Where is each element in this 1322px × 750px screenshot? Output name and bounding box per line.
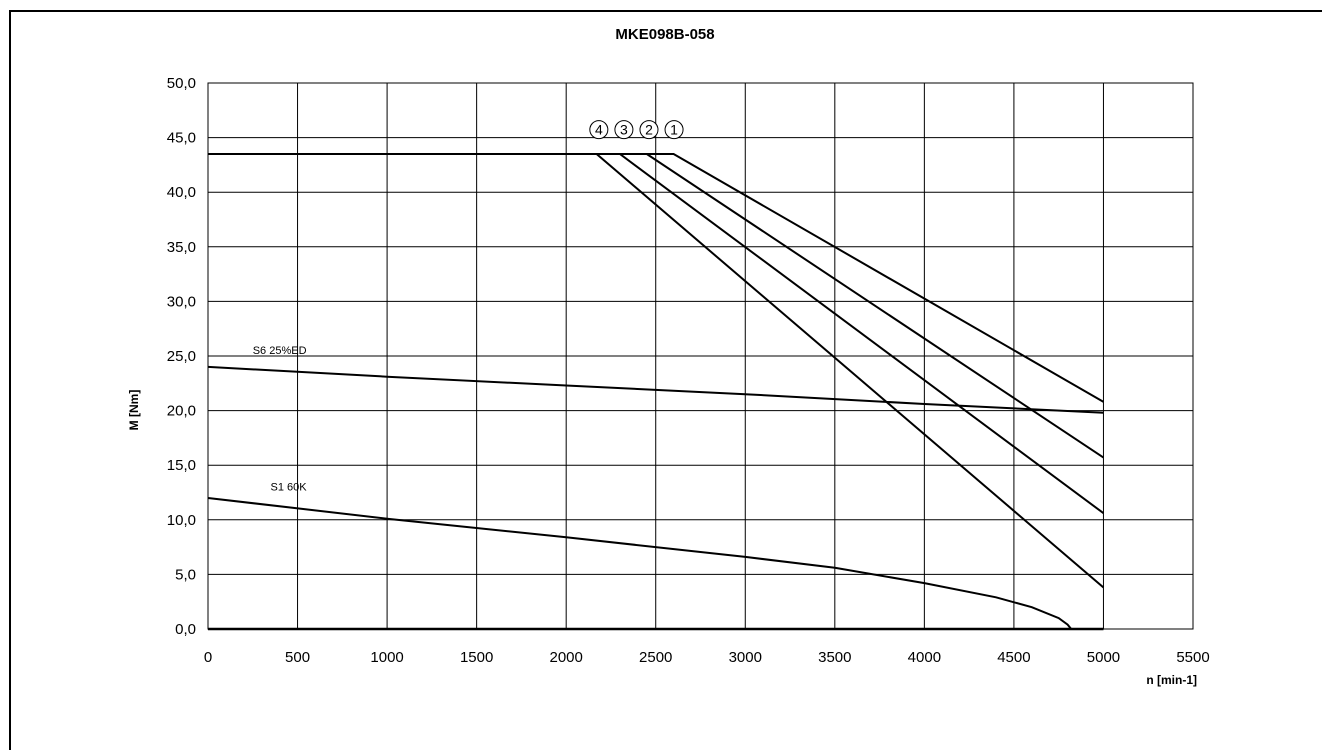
curve-marker-label: 4 — [595, 122, 603, 138]
series-line-4 — [208, 153, 1105, 589]
curve-marker-circle — [639, 120, 659, 140]
chart-frame — [9, 10, 1322, 750]
chart-title: MKE098B-058 — [615, 26, 714, 43]
y-tick-label: 25,0 — [167, 348, 196, 365]
series-annotation: S1 60K — [271, 482, 308, 494]
curve-marker-label: 3 — [620, 122, 628, 138]
y-tick-label: 35,0 — [167, 239, 196, 256]
series-line-6 — [207, 497, 1104, 630]
curve-markers: 4 3 2 1 — [589, 120, 684, 140]
series-lines — [207, 153, 1105, 631]
x-tick-label: 500 — [285, 649, 310, 666]
x-tick-label: 5000 — [1087, 649, 1120, 666]
x-tick-label: 3500 — [818, 649, 851, 666]
y-tick-label: 45,0 — [167, 130, 196, 147]
y-tick-label: 30,0 — [167, 293, 196, 310]
x-axis-label: n [min-1] — [1146, 673, 1197, 687]
y-tick-label: 10,0 — [167, 512, 196, 529]
curve-marker-label: 1 — [670, 122, 678, 138]
annotations: S6 25%ED S1 60K — [253, 345, 308, 494]
x-tick-label: 3000 — [729, 649, 762, 666]
torque-speed-chart: MKE098B-058 M [Nm] n [min-1] 0 500 1000 150… — [127, 26, 1210, 687]
y-tick-label: 20,0 — [167, 403, 196, 420]
y-axis-label: M [Nm] — [127, 390, 141, 431]
x-tick-label: 2000 — [549, 649, 582, 666]
x-tick-label: 2500 — [639, 649, 672, 666]
y-tick-label: 40,0 — [167, 184, 196, 201]
y-tick-label: 15,0 — [167, 457, 196, 474]
x-tick-label: 0 — [204, 649, 212, 666]
series-line-5 — [207, 365, 1104, 414]
curve-marker-label: 2 — [645, 122, 653, 138]
curve-marker-circle — [589, 120, 609, 140]
x-tick-label: 5500 — [1176, 649, 1209, 666]
curve-marker-circle — [664, 120, 684, 140]
grid — [207, 82, 1194, 630]
tick-labels: 0 500 1000 1500 2000 2500 3000 3500 4000 4500 5000… — [167, 75, 1210, 666]
curve-marker-circle — [614, 120, 634, 140]
series-annotation: S6 25%ED — [253, 345, 307, 357]
y-tick-label: 50,0 — [167, 75, 196, 92]
x-tick-label: 1000 — [370, 649, 403, 666]
x-tick-label: 4000 — [908, 649, 941, 666]
x-tick-label: 1500 — [460, 649, 493, 666]
x-tick-label: 4500 — [997, 649, 1030, 666]
y-tick-label: 5,0 — [175, 566, 196, 583]
y-tick-label: 0,0 — [175, 621, 196, 638]
